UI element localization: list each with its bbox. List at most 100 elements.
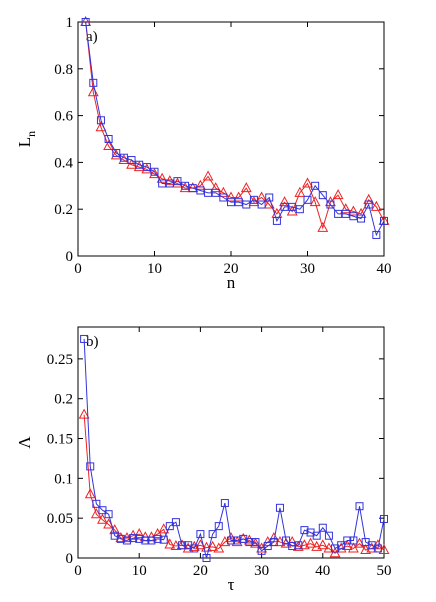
square-marker <box>81 18 90 26</box>
square-marker <box>349 536 358 545</box>
triangle-marker <box>340 203 352 214</box>
square-marker <box>178 541 187 550</box>
square-marker <box>343 536 352 545</box>
triangle-marker <box>164 538 176 549</box>
square-marker <box>251 538 260 547</box>
square-marker <box>159 535 168 544</box>
square-marker <box>208 530 217 539</box>
y-tick-label: 0.1 <box>54 471 73 487</box>
triangle-marker <box>355 207 367 218</box>
square-marker <box>303 195 312 204</box>
square-marker <box>89 78 98 87</box>
square-marker <box>272 216 281 225</box>
square-marker <box>188 184 197 193</box>
y-axis-label-subscript: n <box>24 131 38 137</box>
triangle-marker <box>149 168 160 179</box>
square-marker <box>265 193 274 202</box>
square-marker <box>202 554 211 562</box>
square-marker <box>104 510 113 519</box>
square-marker <box>380 216 388 225</box>
triangle-marker <box>370 200 382 211</box>
square-marker <box>92 499 101 508</box>
square-marker <box>326 200 335 209</box>
square-marker <box>337 541 346 550</box>
y-tick-label: 1 <box>66 15 74 31</box>
square-marker <box>257 200 266 209</box>
square-marker <box>373 544 382 553</box>
triangle-marker <box>311 540 323 551</box>
triangle-marker <box>329 547 341 558</box>
square-marker <box>147 536 156 545</box>
y-axis-label-main: Λ <box>15 436 34 449</box>
y-tick-label: 0.15 <box>47 432 73 448</box>
y-tick-label: 0.4 <box>54 155 73 171</box>
square-marker <box>119 153 128 162</box>
square-marker <box>227 198 235 207</box>
triangle-marker <box>202 170 214 181</box>
x-tick-label: 10 <box>132 563 147 579</box>
series-square <box>80 334 388 562</box>
square-marker <box>116 534 125 543</box>
y-tick-label: 0 <box>66 551 74 567</box>
triangle-marker <box>133 161 145 172</box>
square-marker <box>153 534 162 543</box>
series-line <box>83 338 385 559</box>
triangle-marker <box>217 186 229 197</box>
square-marker <box>269 538 278 547</box>
square-marker <box>135 534 144 543</box>
square-marker <box>204 188 213 197</box>
plot-frame <box>77 21 385 257</box>
square-marker <box>318 523 327 532</box>
square-marker <box>349 212 358 221</box>
square-marker <box>295 205 304 214</box>
square-marker <box>341 209 350 218</box>
series-line <box>85 21 385 230</box>
square-marker <box>219 193 228 202</box>
series-line <box>83 414 385 554</box>
triangle-marker <box>213 542 225 553</box>
square-marker <box>324 531 333 540</box>
y-tick-label: 0.2 <box>54 202 73 218</box>
square-marker <box>211 188 220 197</box>
triangle-marker <box>309 196 321 207</box>
y-tick-label: 0.2 <box>54 392 73 408</box>
square-marker <box>357 214 366 223</box>
triangle-marker <box>207 540 219 551</box>
triangle-marker <box>233 191 245 202</box>
triangle-marker <box>363 193 375 204</box>
x-tick-label: 10 <box>147 261 162 277</box>
triangle-marker <box>78 408 90 419</box>
square-marker <box>150 167 159 176</box>
triangle-marker <box>133 528 145 539</box>
square-marker <box>234 198 243 207</box>
square-marker <box>129 534 138 543</box>
triangle-marker <box>302 177 313 188</box>
x-tick-label: 30 <box>300 261 315 277</box>
triangle-marker <box>118 154 130 165</box>
triangle-marker <box>317 221 329 232</box>
triangle-marker <box>332 189 344 200</box>
square-marker <box>196 186 205 195</box>
square-marker <box>318 191 327 200</box>
square-marker <box>190 544 199 553</box>
panel-annotation: a) <box>86 29 98 45</box>
square-marker <box>242 200 251 209</box>
square-marker <box>158 179 167 188</box>
triangle-marker <box>84 488 96 499</box>
x-axis-label: n <box>227 273 236 292</box>
square-marker <box>245 538 254 547</box>
square-marker <box>135 160 144 169</box>
square-marker <box>181 181 190 190</box>
triangle-marker <box>347 205 359 216</box>
square-marker <box>141 536 150 545</box>
square-marker <box>249 195 258 204</box>
square-marker <box>173 177 182 186</box>
square-marker <box>282 536 291 545</box>
square-marker <box>233 536 242 545</box>
square-marker <box>311 181 320 190</box>
x-tick-label: 0 <box>74 563 82 579</box>
triangle-marker <box>347 542 359 553</box>
square-marker <box>257 546 266 555</box>
square-marker <box>214 522 223 531</box>
